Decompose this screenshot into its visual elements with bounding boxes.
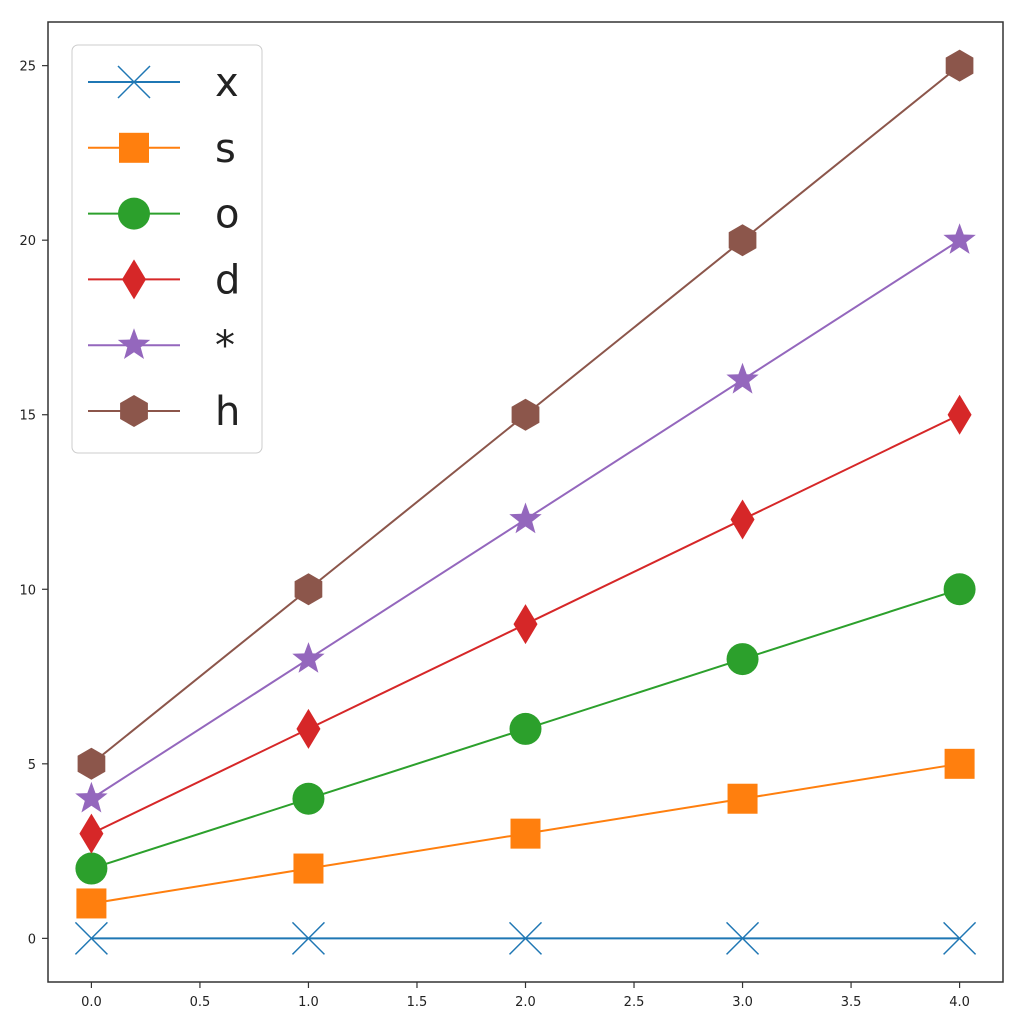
hexagon-marker <box>945 49 974 82</box>
diamond-marker <box>296 708 321 749</box>
square-marker <box>76 888 107 919</box>
hexagon-marker <box>77 747 106 780</box>
circle-marker <box>943 573 976 606</box>
square-marker <box>119 132 149 163</box>
series-star <box>75 223 976 813</box>
star-marker <box>292 642 325 673</box>
star-marker <box>509 502 542 534</box>
star-marker <box>117 328 151 359</box>
diamond-marker <box>947 394 972 435</box>
x-axis: 0.0 0.5 1.0 1.5 2.0 2.5 3.0 3.5 4.0 <box>81 982 970 1010</box>
legend-entry-square: s <box>88 126 236 172</box>
x-tick-label: 0.0 <box>81 995 102 1010</box>
circle-marker <box>292 782 325 815</box>
diamond-marker <box>79 813 104 854</box>
star-marker <box>726 362 759 394</box>
legend-label: s <box>215 126 236 172</box>
x-tick-label: 3.0 <box>732 995 753 1010</box>
star-marker <box>943 223 976 254</box>
x-marker <box>508 921 543 955</box>
y-tick-label: 0 <box>28 932 36 947</box>
square-marker <box>510 818 541 849</box>
circle-marker <box>726 643 759 676</box>
series-diamond <box>79 394 972 854</box>
y-axis: 0 5 10 15 20 25 <box>19 60 48 947</box>
series-hexagon <box>77 49 974 780</box>
x-marker <box>117 65 151 99</box>
series-layer <box>74 49 977 955</box>
x-marker <box>74 921 108 955</box>
legend-label: * <box>215 323 235 369</box>
legend-entry-circle: o <box>88 192 239 238</box>
series-circle <box>75 573 976 885</box>
legend-label: o <box>215 192 239 238</box>
hexagon-marker <box>511 398 540 431</box>
y-tick-label: 5 <box>28 758 36 773</box>
series-x <box>74 921 977 955</box>
y-tick-label: 20 <box>19 234 36 249</box>
y-tick-label: 10 <box>19 583 36 598</box>
legend-entry-x: x <box>88 60 239 106</box>
x-tick-label: 1.0 <box>298 995 319 1010</box>
legend-label: x <box>215 60 239 106</box>
y-tick-label: 15 <box>19 409 36 424</box>
x-marker <box>943 921 977 955</box>
x-tick-label: 3.5 <box>841 995 862 1010</box>
hexagon-marker <box>120 395 148 427</box>
legend-entry-diamond: d <box>88 257 240 303</box>
legend-label: h <box>215 389 240 435</box>
legend-entry-star: * <box>88 323 235 369</box>
hexagon-marker <box>728 224 757 257</box>
legend-label: d <box>215 257 240 303</box>
x-tick-label: 2.0 <box>515 995 536 1010</box>
square-marker <box>944 748 975 779</box>
square-marker <box>727 783 758 814</box>
square-marker <box>293 853 324 884</box>
x-tick-label: 4.0 <box>949 995 970 1010</box>
legend-entry-hexagon: h <box>88 389 240 435</box>
y-tick-label: 25 <box>19 60 36 75</box>
circle-marker <box>75 852 108 885</box>
circle-marker <box>509 712 542 745</box>
diamond-marker <box>513 604 538 645</box>
circle-marker <box>118 197 150 230</box>
x-marker <box>726 921 760 955</box>
x-tick-label: 1.5 <box>407 995 428 1010</box>
diamond-marker <box>730 499 755 540</box>
diamond-marker <box>122 259 146 300</box>
series-square <box>76 748 975 919</box>
x-marker <box>291 921 325 955</box>
x-tick-label: 0.5 <box>190 995 211 1010</box>
hexagon-marker <box>294 573 323 606</box>
x-tick-label: 2.5 <box>624 995 645 1010</box>
star-marker <box>75 781 108 813</box>
